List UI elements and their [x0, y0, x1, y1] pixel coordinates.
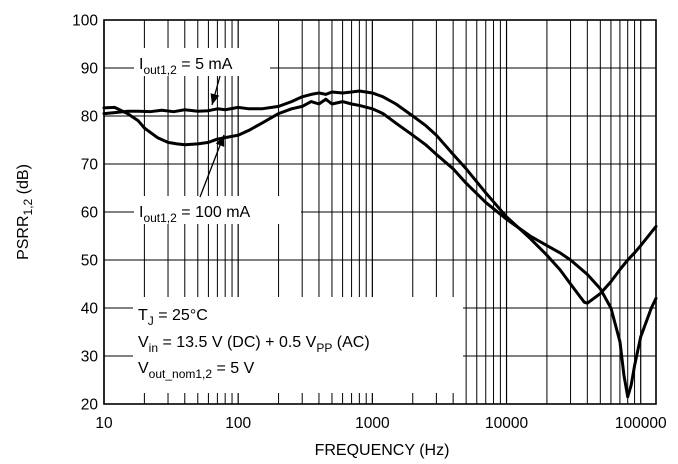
series-label-100ma: Iout1,2 = 100 mA — [139, 204, 251, 225]
label-box-5ma — [134, 48, 270, 76]
y-axis-ticks: 20 30 40 50 60 70 80 90 100 — [72, 13, 98, 414]
y-tick-label: 50 — [81, 253, 99, 270]
plot-frame — [103, 19, 657, 405]
series-layer — [102, 89, 658, 399]
y-tick-label: 90 — [81, 61, 99, 78]
y-tick-label: 20 — [81, 397, 99, 414]
x-tick-label: 10 — [95, 415, 113, 432]
y-tick-label: 30 — [81, 349, 99, 366]
y-tick-label: 70 — [81, 157, 99, 174]
y-tick-label: 40 — [81, 301, 99, 318]
x-tick-label: 1000 — [355, 415, 390, 432]
x-tick-label: 100 — [225, 415, 251, 432]
label-box-100ma — [134, 196, 301, 224]
series-label-5ma: Iout1,2 = 5 mA — [139, 56, 233, 77]
arrow-to-5ma-head — [210, 93, 220, 105]
conditions-box — [133, 297, 463, 393]
arrow-to-100ma-head — [215, 135, 225, 147]
y-tick-label: 100 — [72, 13, 98, 30]
x-tick-label: 10000 — [485, 415, 528, 432]
condition-vin: Vin = 13.5 V (DC) + 0.5 VPP (AC) — [138, 334, 370, 355]
series-line-0 — [102, 89, 658, 305]
x-axis-ticks: 10 100 1000 10000 100000 — [95, 415, 667, 432]
condition-tj: TJ = 25°C — [138, 307, 208, 328]
y-tick-label: 60 — [81, 205, 99, 222]
x-axis-title: FREQUENCY (Hz) — [315, 442, 450, 459]
annotation-arrows — [199, 75, 225, 198]
y-tick-label: 80 — [81, 109, 99, 126]
series-line-1 — [102, 97, 658, 399]
y-axis-title: PSRR1,2 (dB) — [15, 164, 35, 260]
x-tick-label: 100000 — [615, 415, 667, 432]
condition-vout: Vout_nom1,2 = 5 V — [138, 360, 255, 381]
arrow-to-100ma — [199, 134, 225, 198]
